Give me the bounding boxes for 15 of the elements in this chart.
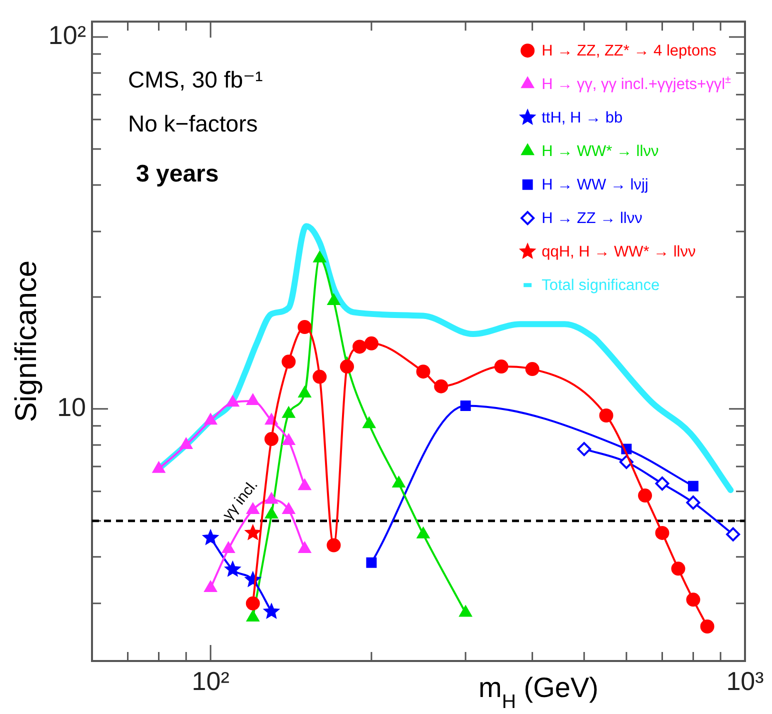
legend-label: ttH, H → bb	[542, 110, 623, 127]
legend-label: Total significance	[542, 277, 660, 294]
y-tick-label: 10	[57, 392, 86, 422]
y-axis-title: Significance	[10, 260, 43, 422]
annotation: CMS, 30 fb⁻¹	[128, 66, 264, 93]
legend-label: H → γγ, γγ incl.+γγjets+γγl±	[542, 74, 732, 94]
legend-label: H → WW → lνjj	[542, 176, 648, 194]
legend-label: H → ZZ → llνν	[542, 210, 643, 228]
legend-label: qqH, H → WW* → llνν	[542, 244, 696, 261]
annotation: γγ incl.	[219, 476, 262, 524]
legend-label: H → WW* → llνν	[542, 143, 659, 160]
legend-label: H → ZZ, ZZ* → 4 leptons	[542, 42, 717, 60]
annotation: 3 years	[136, 160, 219, 188]
annotation: No k−factors	[128, 110, 258, 137]
x-tick-label: 10³	[726, 666, 764, 696]
